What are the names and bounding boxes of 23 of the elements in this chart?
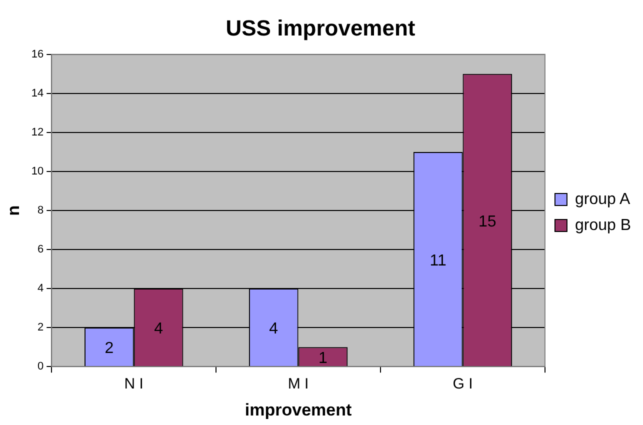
y-tick-label: 6 <box>38 244 44 256</box>
legend-label: group B <box>574 216 632 234</box>
data-label: 15 <box>478 213 496 230</box>
y-axis-title: n <box>4 205 23 216</box>
x-tick-label: G I <box>452 376 473 393</box>
data-label: 2 <box>104 340 114 358</box>
x-axis-title: improvement <box>244 400 352 420</box>
data-label: 4 <box>154 320 164 338</box>
data-label: 4 <box>269 320 278 338</box>
data-label: 1 <box>318 350 328 367</box>
x-tick-label: M I <box>288 376 309 393</box>
chart-title: USS improvement <box>226 15 416 40</box>
x-tick-label: N I <box>124 376 144 393</box>
y-tick-label: 16 <box>31 48 44 60</box>
legend-label: group A <box>574 190 630 208</box>
data-label: 11 <box>430 252 446 270</box>
y-tick-label: 8 <box>38 204 44 217</box>
y-tick-label: 14 <box>31 87 44 100</box>
y-tick-label: 0 <box>38 360 44 373</box>
y-tick-label: 12 <box>31 126 44 138</box>
y-tick-label: 4 <box>38 282 44 295</box>
y-tick-label: 2 <box>38 322 44 334</box>
y-tick-label: 10 <box>31 166 44 178</box>
